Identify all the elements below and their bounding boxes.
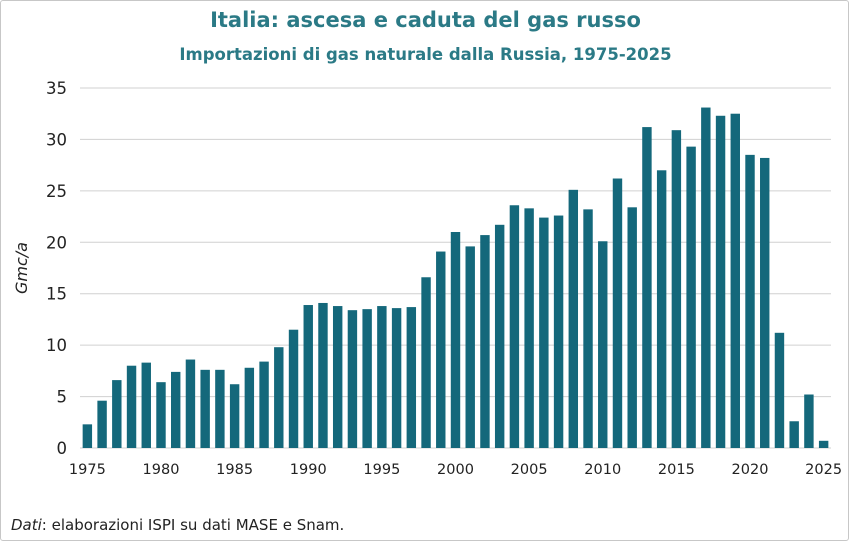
bar-1984: [215, 369, 225, 448]
bar-2021: [760, 157, 770, 448]
chart-subtitle: Importazioni di gas naturale dalla Russi…: [179, 45, 672, 64]
bar-2024: [804, 394, 814, 448]
bar-1975: [82, 424, 93, 448]
y-tick-label: 20: [46, 233, 67, 252]
bar-2018: [715, 115, 726, 449]
bar-2025: [818, 440, 829, 448]
bar-1988: [274, 347, 284, 448]
x-tick-label: 1980: [143, 462, 180, 478]
bar-1980: [156, 382, 166, 448]
bar-1989: [288, 329, 299, 448]
y-tick-label: 10: [46, 336, 67, 355]
x-tick-label: 1975: [69, 462, 106, 478]
bar-2006: [539, 217, 549, 448]
chart-title: Italia: ascesa e caduta del gas russo: [210, 8, 641, 32]
bar-1981: [171, 371, 181, 448]
x-tick-label: 1995: [363, 462, 400, 478]
bar-2023: [789, 421, 799, 448]
y-tick-label: 15: [46, 285, 67, 304]
bar-1978: [126, 365, 137, 448]
x-tick-label: 2000: [437, 462, 474, 478]
bar-2014: [656, 170, 667, 449]
bar-1990: [303, 305, 313, 448]
bar-2001: [465, 246, 475, 448]
bar-1991: [318, 302, 328, 448]
bar-1995: [377, 306, 387, 448]
bar-2003: [494, 224, 505, 448]
bar-2020: [745, 154, 755, 449]
y-tick-label: 35: [46, 79, 67, 98]
bar-2013: [642, 127, 652, 448]
x-tick-label: 2015: [658, 462, 695, 478]
bar-1987: [259, 361, 269, 448]
bar-2019: [730, 113, 740, 449]
x-tick-label: 1990: [290, 462, 327, 478]
bar-2016: [686, 146, 696, 448]
bar-2010: [598, 241, 608, 448]
bar-1998: [421, 277, 431, 448]
source-note: Dati: elaborazioni ISPI su dati MASE e S…: [11, 516, 344, 534]
bar-2004: [509, 205, 520, 448]
bar-2012: [627, 207, 637, 448]
bar-1999: [436, 251, 446, 448]
bar-1982: [185, 359, 196, 448]
bar-1976: [97, 400, 107, 448]
y-axis-label: Gmc/a: [12, 242, 31, 294]
bar-2011: [612, 178, 623, 448]
bar-2005: [524, 208, 534, 448]
bar-1994: [362, 309, 372, 448]
x-tick-label: 2025: [805, 462, 842, 478]
x-tick-labels: 1975 1980 1985 1990 1995 2000 2005 2010 2015 2020…: [69, 462, 842, 478]
x-tick-label: 1985: [216, 462, 253, 478]
y-tick-label: 25: [46, 182, 67, 201]
bar-1977: [112, 380, 122, 448]
bar-2017: [701, 107, 711, 448]
bar-2009: [583, 209, 593, 448]
bar-2000: [450, 232, 461, 448]
bar-1985: [229, 384, 240, 448]
bar-1992: [332, 306, 343, 448]
bar-1996: [391, 308, 402, 448]
x-tick-label: 2020: [732, 462, 769, 478]
bar-2007: [553, 215, 564, 448]
bar-1986: [244, 367, 255, 448]
bar-1993: [347, 310, 358, 448]
bar-1983: [200, 369, 210, 448]
bars: [82, 107, 829, 449]
y-tick-label: 5: [57, 388, 68, 407]
bar-2002: [480, 235, 490, 448]
source-text: : elaborazioni ISPI su dati MASE e Snam.: [41, 516, 345, 534]
y-tick-label: 30: [46, 130, 67, 149]
bar-2008: [568, 189, 579, 448]
bar-1997: [406, 307, 417, 448]
bar-1979: [141, 362, 151, 448]
y-tick-labels: 0 5 10 15 20 25 30 35: [46, 79, 67, 458]
x-tick-label: 2005: [511, 462, 548, 478]
bar-2022: [774, 332, 785, 448]
x-tick-label: 2010: [584, 462, 621, 478]
source-label: Dati: [11, 516, 42, 534]
y-tick-label: 0: [57, 439, 68, 458]
bar-2015: [671, 130, 682, 449]
